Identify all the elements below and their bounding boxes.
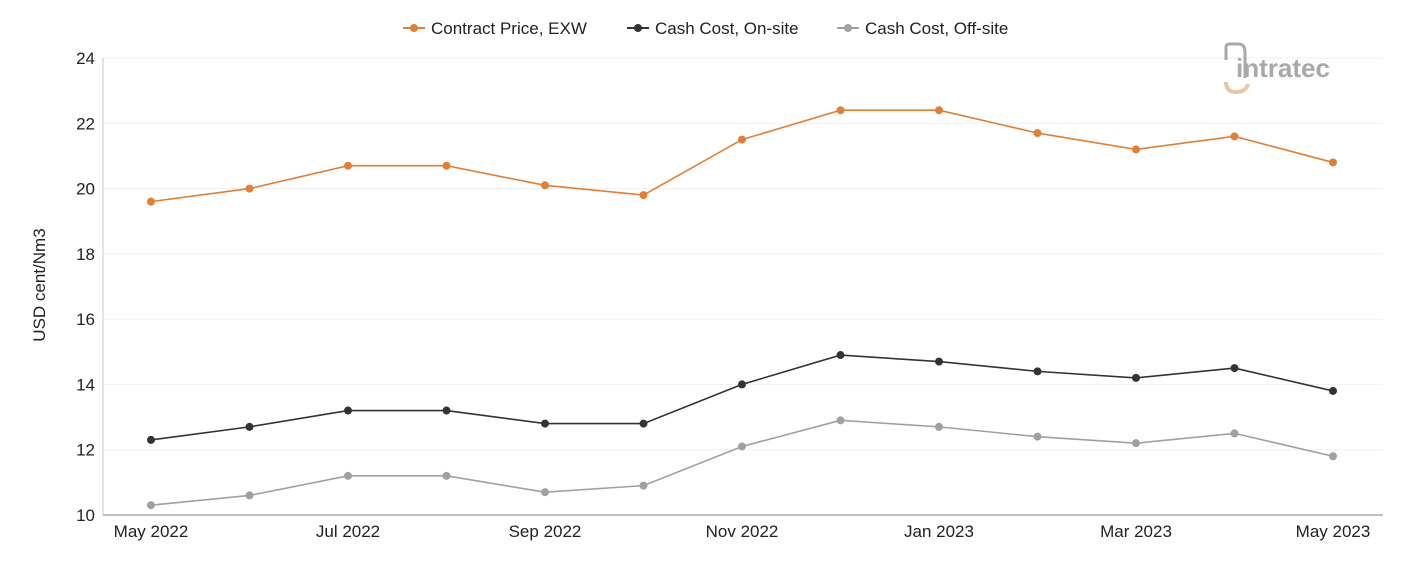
- data-point: [344, 406, 352, 415]
- data-point: [1132, 439, 1140, 448]
- legend-item: Cash Cost, Off-site: [837, 19, 1008, 38]
- data-point: [1230, 132, 1239, 141]
- series-group: [147, 106, 1337, 510]
- data-point: [836, 416, 845, 425]
- data-point: [147, 435, 155, 444]
- legend: Contract Price, EXW Cash Cost, On-site Cas…: [403, 19, 1008, 38]
- x-tick-label: Jan 2023: [904, 522, 974, 541]
- data-point: [245, 422, 254, 431]
- series-line: [150, 354, 1334, 441]
- legend-label: Cash Cost, On-site: [655, 19, 799, 38]
- data-point: [639, 481, 648, 490]
- data-point: [935, 106, 943, 115]
- y-tick-label: 14: [76, 375, 95, 394]
- data-point: [935, 422, 943, 431]
- x-tick-label: Mar 2023: [1100, 522, 1172, 541]
- data-point: [1230, 364, 1239, 373]
- x-tick-label: Sep 2022: [509, 522, 582, 541]
- data-point: [1132, 373, 1140, 382]
- legend-label: Contract Price, EXW: [431, 19, 587, 38]
- logo-swirl-icon: [1224, 81, 1250, 95]
- data-point: [541, 488, 549, 497]
- data-point: [836, 351, 845, 360]
- data-point: [639, 191, 648, 200]
- x-tick-label: Jul 2022: [316, 522, 380, 541]
- axes: 10 12 14 16 18 20 22 24 May 2022 Jul 2022 Sep 2022…: [76, 49, 1383, 541]
- data-point: [1033, 129, 1042, 138]
- legend-label: Cash Cost, Off-site: [865, 19, 1008, 38]
- series-0: [147, 106, 1337, 206]
- intratec-logo: intratec: [1224, 42, 1330, 95]
- x-tick-label: May 2023: [1296, 522, 1371, 541]
- data-point: [344, 471, 352, 480]
- data-point: [147, 197, 155, 206]
- y-tick-label: 12: [76, 441, 95, 460]
- legend-dot-marker: [634, 24, 642, 32]
- data-point: [344, 161, 352, 170]
- data-point: [245, 184, 254, 193]
- data-point: [541, 419, 549, 428]
- grid-lines: [103, 57, 1383, 451]
- y-tick-label: 22: [76, 114, 95, 133]
- legend-item: Cash Cost, On-site: [627, 19, 799, 38]
- legend-item: Contract Price, EXW: [403, 19, 587, 38]
- data-point: [442, 406, 451, 415]
- data-point: [836, 106, 845, 115]
- data-point: [935, 357, 943, 366]
- data-point: [1033, 367, 1042, 376]
- y-tick-label: 16: [76, 310, 95, 329]
- series-1: [147, 351, 1337, 444]
- data-point: [1329, 452, 1337, 461]
- x-tick-label: Nov 2022: [706, 522, 779, 541]
- data-point: [245, 491, 254, 500]
- data-point: [1033, 432, 1042, 441]
- y-tick-label: 24: [76, 49, 95, 68]
- data-point: [1132, 145, 1140, 154]
- legend-dot-marker: [410, 24, 418, 32]
- y-tick-label: 10: [76, 506, 95, 525]
- data-point: [541, 181, 549, 190]
- data-point: [1230, 429, 1239, 438]
- logo-arc-icon: [1224, 42, 1247, 78]
- legend-dot-marker: [844, 24, 852, 32]
- data-point: [738, 380, 746, 389]
- x-tick-label: May 2022: [114, 522, 189, 541]
- data-point: [1329, 158, 1337, 167]
- data-point: [442, 471, 451, 480]
- y-axis-title: USD cent/Nm3: [30, 228, 49, 341]
- y-tick-label: 18: [76, 245, 95, 264]
- y-tick-label: 20: [76, 180, 95, 199]
- data-point: [442, 161, 451, 170]
- series-line: [150, 419, 1334, 507]
- series-2: [147, 416, 1337, 510]
- logo-text: intratec: [1236, 53, 1330, 83]
- data-point: [639, 419, 648, 428]
- data-point: [147, 501, 155, 510]
- series-line: [150, 109, 1334, 203]
- data-point: [738, 135, 746, 144]
- data-point: [1329, 386, 1337, 395]
- data-point: [738, 442, 746, 451]
